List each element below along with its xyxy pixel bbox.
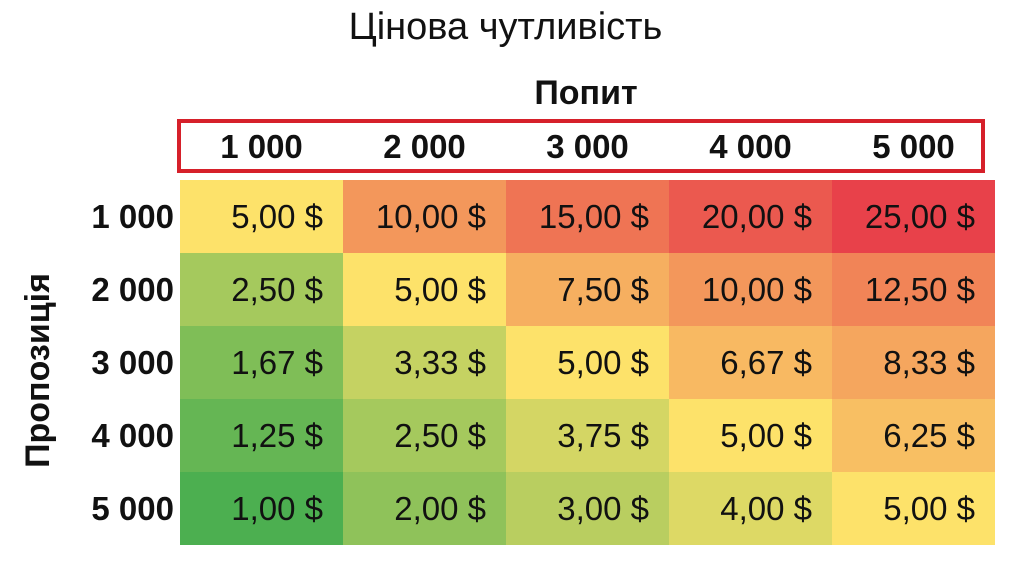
heatmap-cell-r2-c2: 5,00 $ [343, 253, 506, 326]
heatmap-cell-r3-c5: 8,33 $ [832, 326, 995, 399]
heatmap-cell-r2-c1: 2,50 $ [180, 253, 343, 326]
heatmap-cell-r1-c4: 20,00 $ [669, 180, 832, 253]
heatmap-cell-r4-c5: 6,25 $ [832, 399, 995, 472]
row-header-4: 4 000 [91, 417, 174, 454]
heatmap-cell-r1-c1: 5,00 $ [180, 180, 343, 253]
column-header-3: 3 000 [546, 128, 629, 165]
column-header-4: 4 000 [709, 128, 792, 165]
heatmap-cell-r2-c4: 10,00 $ [669, 253, 832, 326]
heatmap-cell-r4-c1: 1,25 $ [180, 399, 343, 472]
heatmap-cell-r3-c2: 3,33 $ [343, 326, 506, 399]
y-axis-label-wrapper: Пропозиція [18, 190, 58, 550]
row-header-1: 1 000 [91, 198, 174, 235]
column-header-2: 2 000 [383, 128, 466, 165]
heatmap-cell-r3-c3: 5,00 $ [506, 326, 669, 399]
row-header-3: 3 000 [91, 344, 174, 381]
heatmap-cell-r5-c3: 3,00 $ [506, 472, 669, 545]
column-header-5: 5 000 [872, 128, 955, 165]
heatmap-cell-r1-c2: 10,00 $ [343, 180, 506, 253]
column-header-1: 1 000 [220, 128, 303, 165]
heatmap-cell-r3-c4: 6,67 $ [669, 326, 832, 399]
heatmap-cell-r2-c5: 12,50 $ [832, 253, 995, 326]
row-header-2: 2 000 [91, 271, 174, 308]
column-header-highlight-box [177, 119, 985, 173]
heatmap-cell-r2-c3: 7,50 $ [506, 253, 669, 326]
row-header-5: 5 000 [91, 490, 174, 527]
heatmap-cell-r5-c1: 1,00 $ [180, 472, 343, 545]
heatmap-cell-r5-c4: 4,00 $ [669, 472, 832, 545]
heatmap-cell-r5-c5: 5,00 $ [832, 472, 995, 545]
heatmap-cell-r4-c2: 2,50 $ [343, 399, 506, 472]
heatmap-cell-r1-c5: 25,00 $ [832, 180, 995, 253]
chart-title: Цінова чутливість [348, 6, 663, 48]
heatmap-cell-r4-c4: 5,00 $ [669, 399, 832, 472]
heatmap-cell-r1-c3: 15,00 $ [506, 180, 669, 253]
heatmap-cell-r5-c2: 2,00 $ [343, 472, 506, 545]
heatmap-cell-r4-c3: 3,75 $ [506, 399, 669, 472]
y-axis-label: Пропозиція [18, 272, 57, 468]
x-axis-label: Попит [534, 74, 638, 112]
heatmap-cell-r3-c1: 1,67 $ [180, 326, 343, 399]
